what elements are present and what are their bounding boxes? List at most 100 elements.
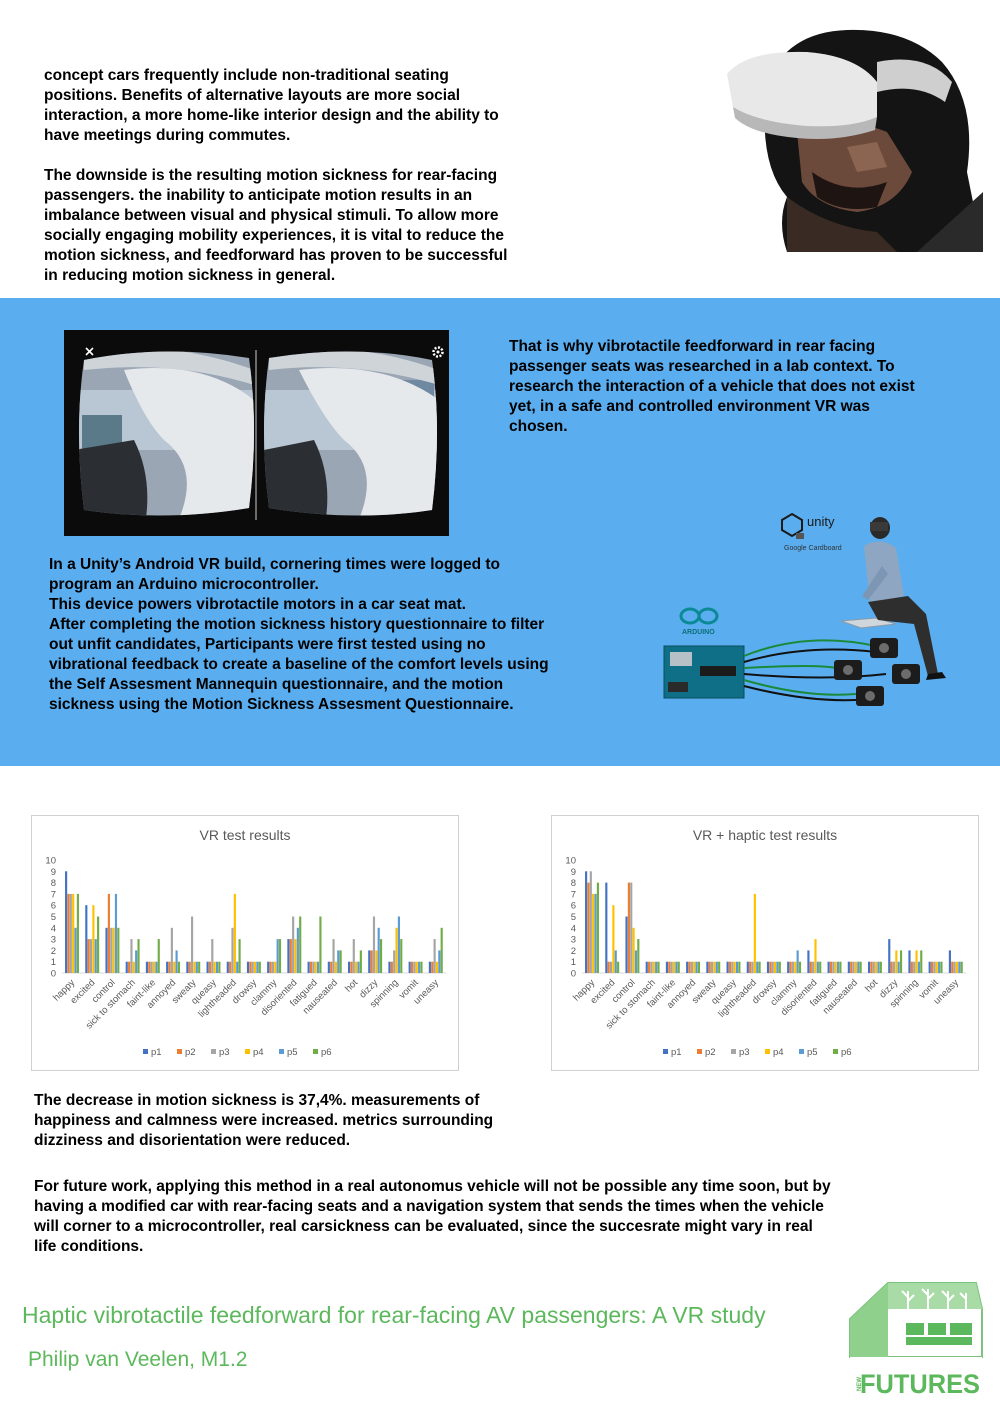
bar-p2 — [269, 961, 272, 973]
bar-p3 — [791, 961, 795, 973]
bar-p4 — [713, 961, 716, 973]
bar-p3 — [852, 961, 855, 973]
bar-p6 — [697, 961, 701, 973]
y-tick-label: 4 — [571, 923, 576, 934]
bar-p1 — [226, 961, 229, 973]
bar-p5 — [296, 927, 299, 973]
vr-rationale-paragraph: That is why vibrotactile feedforward in … — [509, 338, 915, 435]
unity-logo: unity — [781, 512, 835, 538]
bar-p5 — [438, 950, 441, 973]
gear-icon[interactable] — [432, 346, 444, 358]
bar-p2 — [951, 961, 954, 973]
bar-p3 — [89, 939, 93, 973]
bar-p1 — [928, 961, 931, 973]
bar-p2 — [627, 882, 630, 973]
y-tick-label: 8 — [571, 878, 576, 889]
vibration-motor — [856, 686, 884, 706]
bar-p4 — [173, 961, 176, 973]
bar-p3 — [731, 961, 734, 973]
y-tick-label: 6 — [51, 901, 56, 912]
bar-p5 — [594, 893, 597, 973]
y-tick-label: 5 — [51, 912, 56, 923]
bar-p2 — [67, 893, 70, 973]
bar-p5 — [836, 961, 840, 973]
bar-p1 — [428, 961, 431, 973]
bar-p1 — [246, 961, 250, 973]
bar-p3 — [872, 961, 875, 973]
close-icon[interactable] — [85, 347, 94, 356]
legend-label-p3: p3 — [219, 1047, 230, 1058]
bar-p3 — [589, 871, 592, 973]
legend-swatch-p3 — [731, 1049, 736, 1054]
y-tick-label: 2 — [51, 946, 56, 957]
bar-p3 — [892, 961, 896, 973]
bar-p5 — [735, 961, 739, 973]
bar-p6 — [198, 961, 201, 973]
chart-title: VR test results — [199, 827, 290, 843]
legend-swatch-p6 — [313, 1049, 318, 1054]
bar-p5 — [897, 961, 900, 973]
bar-p4 — [854, 961, 857, 973]
bar-p2 — [309, 961, 313, 973]
bar-p2 — [107, 893, 110, 973]
bar-p5 — [357, 961, 360, 973]
bar-p5 — [655, 961, 658, 973]
poster-title: Haptic vibrotactile feedforward for rear… — [22, 1302, 766, 1328]
vibration-motor — [892, 664, 920, 684]
bar-p6 — [879, 961, 882, 973]
bar-p4 — [375, 950, 378, 973]
bar-p5 — [236, 961, 239, 973]
legend-label-p4: p4 — [773, 1047, 784, 1058]
bar-p4 — [213, 961, 216, 973]
bar-p1 — [706, 961, 709, 973]
bar-p2 — [850, 961, 853, 973]
bar-p1 — [686, 961, 689, 973]
bar-p1 — [327, 961, 330, 973]
bar-p3 — [69, 893, 72, 973]
bar-p5 — [695, 961, 698, 973]
bar-p2 — [728, 961, 732, 973]
bar-p6 — [339, 950, 342, 973]
bar-p3 — [231, 927, 234, 973]
bar-p2 — [350, 961, 353, 973]
bar-p6 — [238, 939, 241, 973]
bar-p2 — [769, 961, 772, 973]
bar-p2 — [168, 961, 171, 973]
vr-stereo-screenshot — [64, 330, 449, 536]
bar-p4 — [294, 939, 297, 973]
cardboard-label: Google Cardboard — [784, 545, 842, 552]
bar-p1 — [867, 961, 871, 973]
vibration-motor — [870, 638, 898, 658]
bar-p1 — [827, 961, 830, 973]
y-tick-label: 10 — [45, 856, 56, 867]
legend-swatch-p4 — [245, 1049, 250, 1054]
bar-p1 — [746, 961, 749, 973]
legend-label-p1: p1 — [671, 1047, 682, 1058]
y-tick-label: 9 — [51, 867, 56, 878]
bar-p5 — [276, 939, 279, 973]
bar-p6 — [278, 939, 282, 973]
bar-p4 — [274, 961, 277, 973]
bar-p6 — [319, 916, 322, 973]
legend-label-p5: p5 — [807, 1047, 818, 1058]
bar-p1 — [206, 961, 209, 973]
bar-p4 — [955, 961, 959, 973]
bar-p4 — [895, 950, 898, 973]
bar-p1 — [787, 961, 790, 973]
bar-p6 — [157, 939, 160, 973]
bar-p5 — [675, 961, 678, 973]
legend-label-p5: p5 — [287, 1047, 298, 1058]
legend-swatch-p5 — [279, 1049, 284, 1054]
bar-p3 — [433, 939, 436, 973]
bar-p1 — [908, 950, 911, 973]
bar-p3 — [110, 927, 113, 973]
bar-p1 — [368, 950, 371, 973]
bar-p6 — [677, 961, 680, 973]
setup-illustration: unity Google Cardboard ARDUINO — [663, 512, 946, 706]
bar-p3 — [933, 961, 936, 973]
bar-p2 — [829, 961, 833, 973]
bar-p2 — [688, 961, 691, 973]
bar-p2 — [930, 961, 934, 973]
bar-p6 — [617, 961, 620, 973]
bar-p6 — [718, 961, 721, 973]
